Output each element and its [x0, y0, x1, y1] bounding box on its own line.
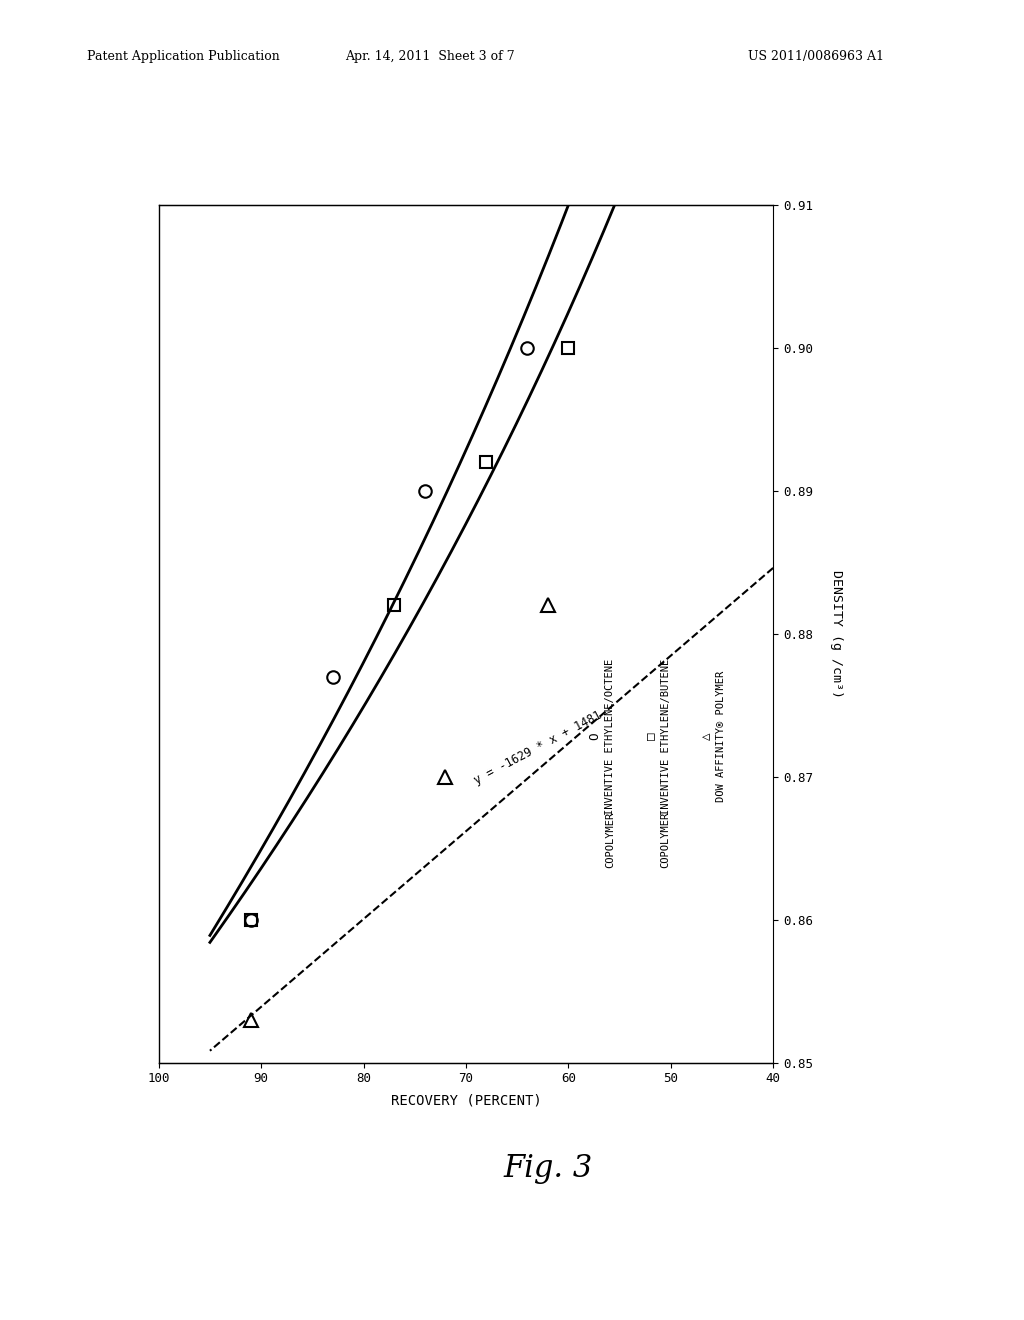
Text: △: △ [699, 733, 712, 741]
Text: INVENTIVE ETHYLENE/OCTENE: INVENTIVE ETHYLENE/OCTENE [605, 659, 615, 814]
Text: Apr. 14, 2011  Sheet 3 of 7: Apr. 14, 2011 Sheet 3 of 7 [345, 50, 515, 63]
Text: Patent Application Publication: Patent Application Publication [87, 50, 280, 63]
Text: COPOLYMER: COPOLYMER [660, 812, 671, 867]
Text: y = -1629 * x + 1481: y = -1629 * x + 1481 [472, 709, 603, 787]
Y-axis label: DENSITY (g /cm³): DENSITY (g /cm³) [830, 570, 843, 697]
Text: INVENTIVE ETHYLENE/BUTENE: INVENTIVE ETHYLENE/BUTENE [660, 659, 671, 814]
Text: O: O [589, 733, 601, 741]
Text: US 2011/0086963 A1: US 2011/0086963 A1 [748, 50, 884, 63]
X-axis label: RECOVERY (PERCENT): RECOVERY (PERCENT) [390, 1094, 542, 1107]
Text: Fig. 3: Fig. 3 [503, 1152, 593, 1184]
Text: □: □ [644, 733, 656, 741]
Text: COPOLYMER: COPOLYMER [605, 812, 615, 867]
Text: DOW AFFINITY® POLYMER: DOW AFFINITY® POLYMER [716, 671, 726, 803]
